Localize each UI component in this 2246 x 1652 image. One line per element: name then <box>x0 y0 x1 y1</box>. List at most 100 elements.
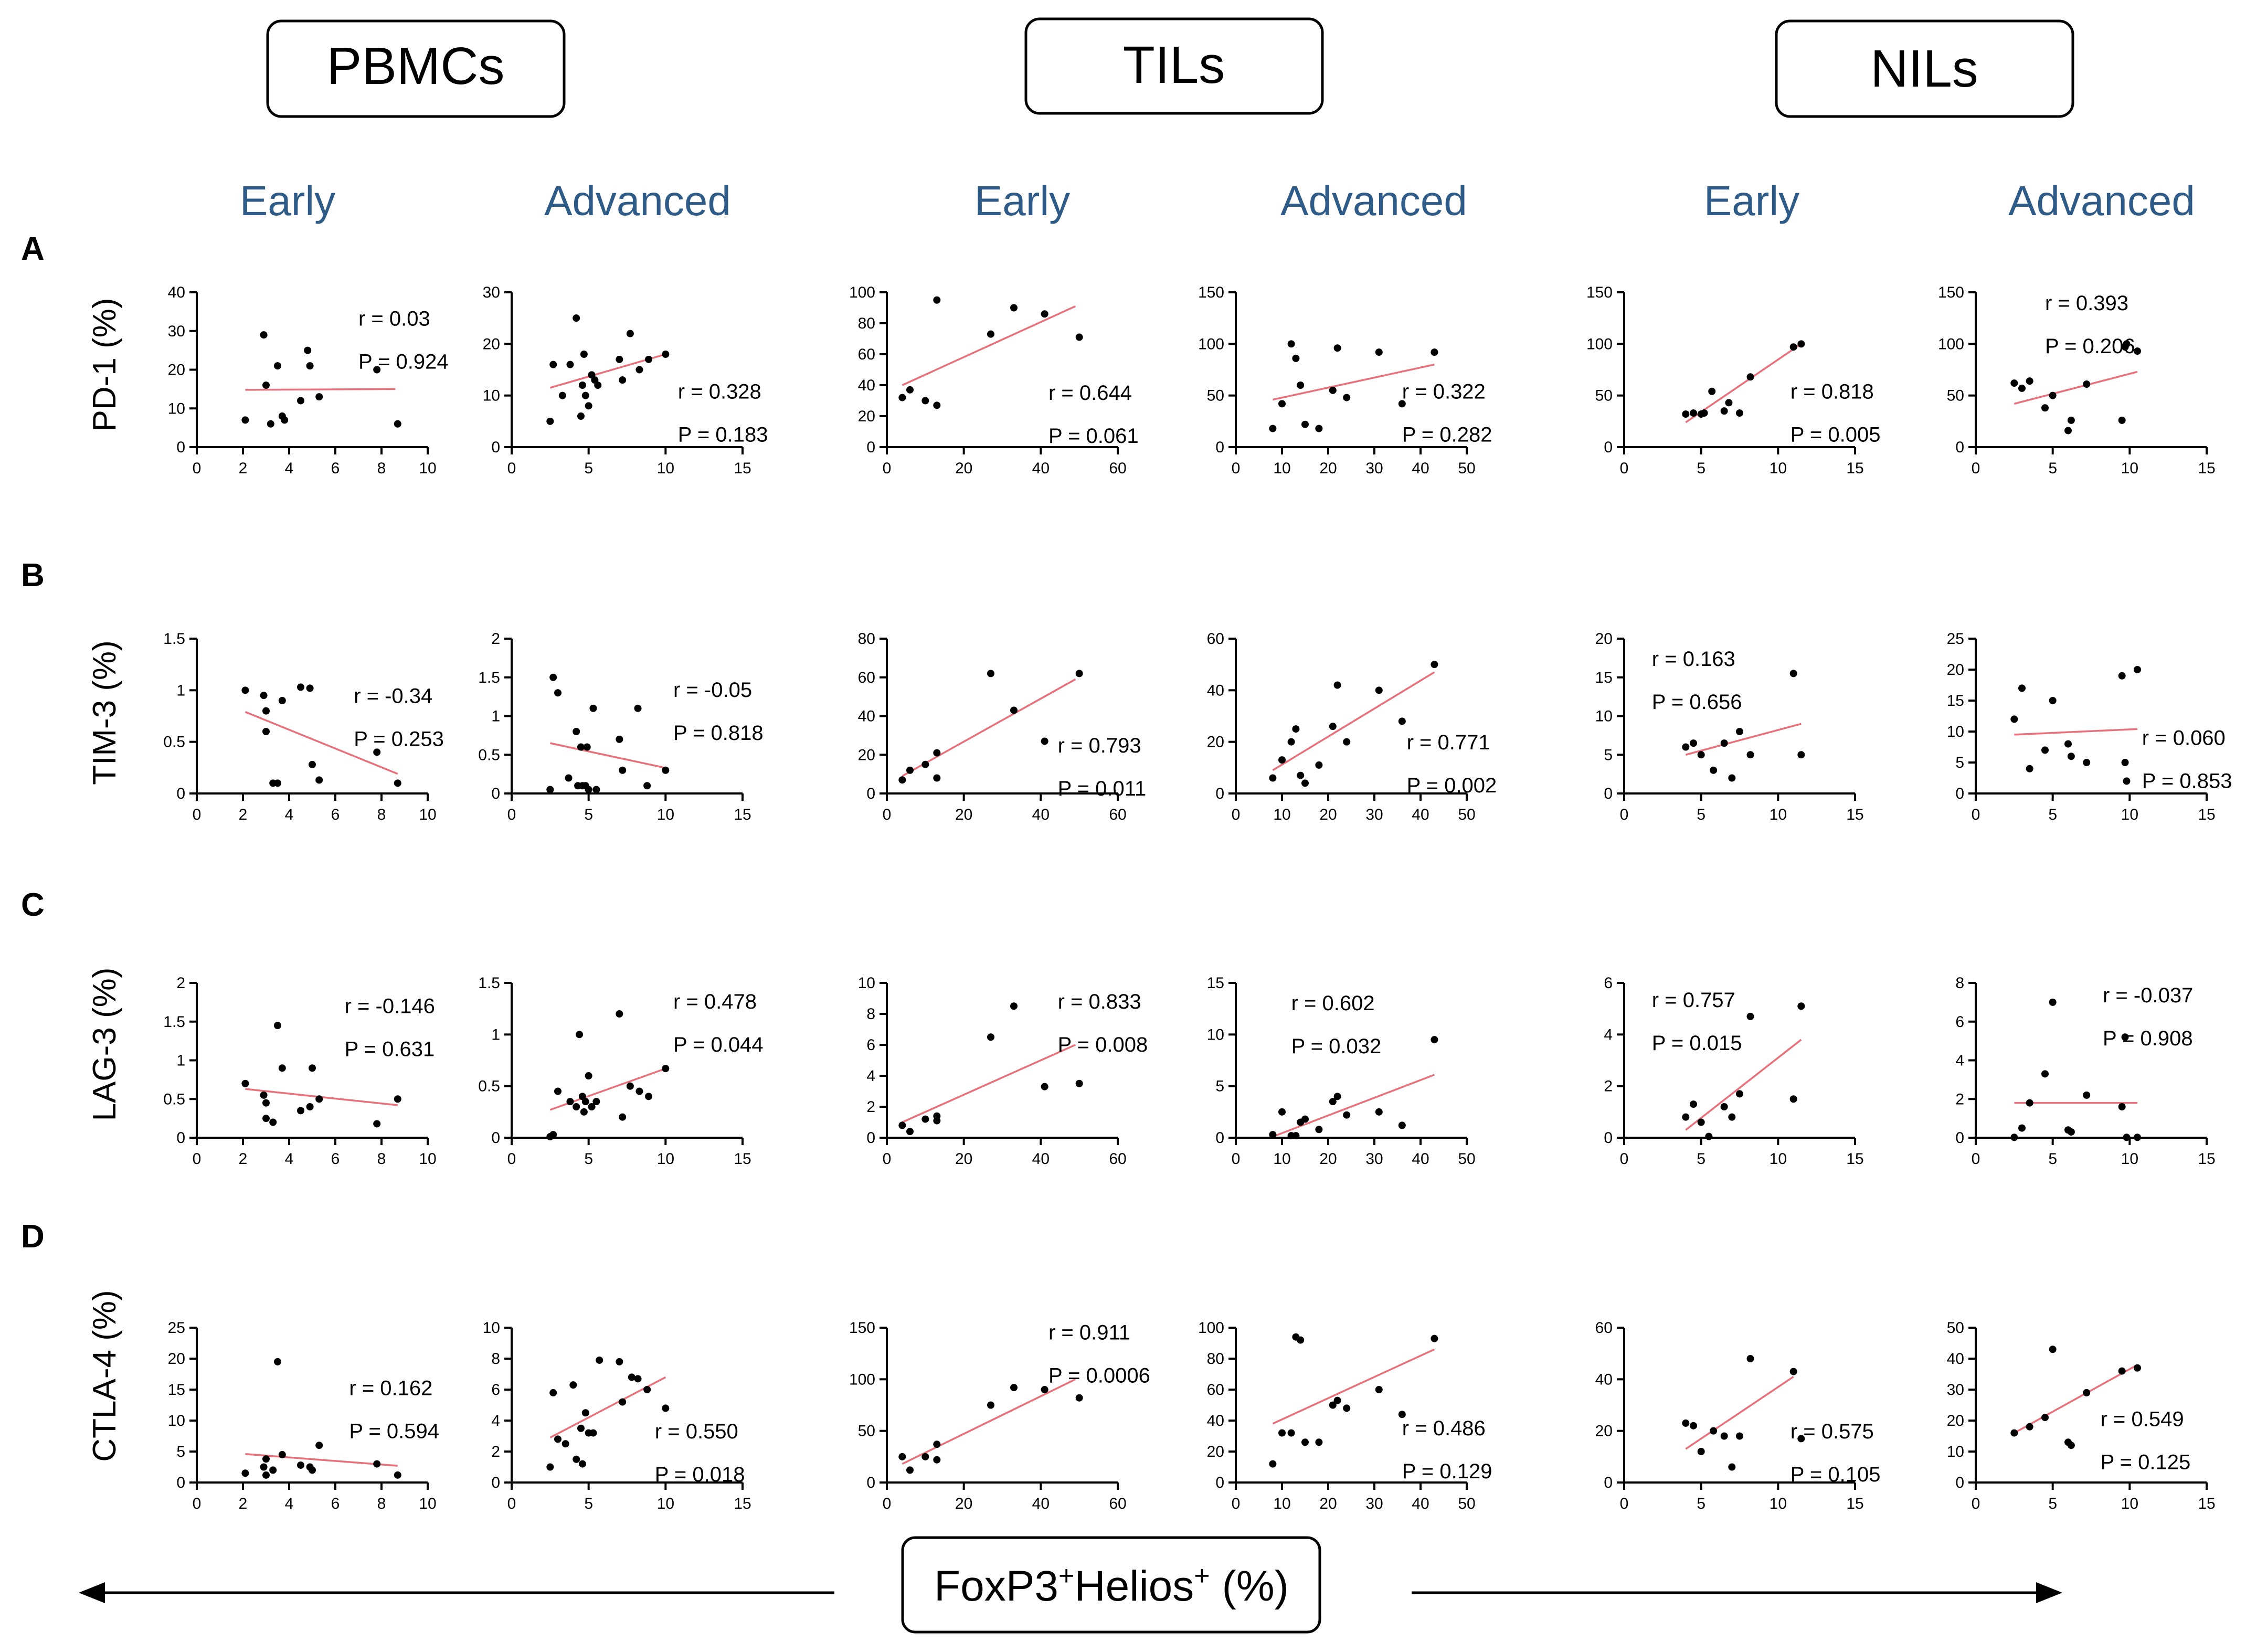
data-point <box>2041 1070 2049 1078</box>
y-tick-label: 2 <box>866 1098 875 1116</box>
x-tick-label: 8 <box>377 1150 386 1168</box>
data-point <box>626 330 634 337</box>
regression-line <box>902 678 1076 777</box>
data-point <box>906 1466 914 1474</box>
data-point <box>274 362 281 370</box>
data-point <box>1278 1108 1286 1116</box>
data-point <box>933 296 941 304</box>
y-tick-label: 2 <box>491 1443 500 1460</box>
x-tick-label: 2 <box>239 460 248 477</box>
y-tick-label: 0 <box>176 1129 185 1147</box>
data-point <box>2083 1091 2091 1099</box>
y-tick-label: 60 <box>1595 1319 1613 1337</box>
data-point <box>1301 1438 1309 1446</box>
x-tick-label: 0 <box>1232 460 1241 477</box>
y-tick-label: 0 <box>1215 439 1224 456</box>
data-point <box>315 393 323 401</box>
row-ylabel-ctla4: CTLA-4 (%) <box>87 1290 123 1462</box>
x-tick-label: 10 <box>1770 1495 1787 1512</box>
row-letter-d: D <box>21 1219 45 1255</box>
correlation-r-label: r = 0.757 <box>1652 989 1735 1012</box>
data-point <box>1682 1419 1690 1427</box>
y-tick-label: 1 <box>176 1052 185 1069</box>
scatter-panel-r4-c1: 0 5 10 15 20 25 0 2 4 6 8 10 r = 0.162 P = 0.594 <box>168 1319 439 1512</box>
data-point <box>1315 1438 1323 1446</box>
data-point <box>2049 1346 2057 1353</box>
y-tick-label: 15 <box>1595 669 1613 686</box>
x-tick-label: 0 <box>1620 460 1629 477</box>
data-point <box>260 331 268 339</box>
data-point <box>1746 1355 1754 1362</box>
data-point <box>921 760 929 768</box>
data-point <box>2123 1134 2131 1141</box>
regression-line <box>1685 343 1802 423</box>
data-point <box>565 774 573 782</box>
data-point <box>1287 340 1295 348</box>
data-point <box>2049 697 2057 704</box>
x-tick-label: 6 <box>331 1150 340 1168</box>
correlation-r-label: r = 0.771 <box>1407 731 1490 754</box>
data-point <box>1297 771 1305 779</box>
y-tick-label: 25 <box>1947 630 1964 648</box>
data-point <box>306 362 314 370</box>
data-point <box>1431 348 1438 356</box>
data-point <box>269 1118 277 1126</box>
y-tick-label: 0 <box>866 1474 875 1491</box>
data-point <box>619 1398 627 1406</box>
data-point <box>616 1010 623 1018</box>
data-point <box>1746 751 1754 759</box>
y-tick-label: 10 <box>168 1412 185 1429</box>
data-point <box>1010 304 1018 312</box>
data-point <box>933 1456 941 1464</box>
x-tick-label: 6 <box>331 460 340 477</box>
y-tick-label: 0 <box>491 785 500 802</box>
data-point <box>592 1098 600 1106</box>
x-tick-label: 20 <box>1319 806 1337 823</box>
data-point <box>309 760 316 768</box>
x-tick-label: 40 <box>1412 1495 1429 1512</box>
y-tick-label: 0 <box>1955 1129 1964 1147</box>
left-arrowhead <box>79 1582 105 1603</box>
data-point <box>1725 399 1733 407</box>
data-point <box>628 1373 635 1381</box>
data-point <box>619 1113 627 1121</box>
x-tick-label: 10 <box>1273 806 1290 823</box>
data-point <box>921 397 929 405</box>
y-tick-label: 10 <box>1207 1026 1224 1043</box>
data-point <box>576 1031 584 1039</box>
data-point <box>573 1103 580 1110</box>
data-point <box>2041 1414 2049 1422</box>
x-tick-label: 20 <box>1319 1150 1337 1168</box>
data-point <box>262 1099 270 1107</box>
group-label-pbmcs: PBMCs <box>327 37 505 96</box>
x-tick-label: 5 <box>1697 1150 1705 1168</box>
correlation-p-label: P = 0.594 <box>349 1420 439 1443</box>
y-tick-label: 50 <box>1595 387 1613 405</box>
xaxis-label-box <box>901 1536 1321 1634</box>
y-tick-label: 0 <box>1955 439 1964 456</box>
y-tick-label: 40 <box>1595 1371 1613 1388</box>
x-tick-label: 0 <box>1972 1150 1980 1168</box>
y-tick-label: 150 <box>1586 284 1613 301</box>
correlation-r-label: r = 0.911 <box>1048 1321 1130 1344</box>
data-point <box>619 376 627 384</box>
x-tick-label: 30 <box>1365 1495 1383 1512</box>
y-tick-label: 20 <box>858 408 875 425</box>
data-point <box>1720 1103 1728 1110</box>
data-point <box>581 1098 589 1106</box>
correlation-r-label: r = 0.793 <box>1058 734 1141 757</box>
y-tick-label: 0 <box>1955 785 1964 802</box>
x-tick-label: 10 <box>657 806 674 823</box>
data-point <box>373 1120 381 1128</box>
x-tick-label: 60 <box>1109 460 1126 477</box>
x-tick-label: 20 <box>1319 460 1337 477</box>
data-point <box>1431 661 1438 669</box>
data-point <box>1720 739 1728 747</box>
data-point <box>2018 1124 2026 1132</box>
data-point <box>921 1115 929 1123</box>
y-tick-label: 1.5 <box>163 630 185 648</box>
correlation-p-label: P = 0.008 <box>1058 1033 1148 1056</box>
x-tick-label: 5 <box>584 806 593 823</box>
scatter-panel-r3-c4: 0 5 10 15 0 10 20 30 40 50 r = 0.602 P = 0.032 <box>1207 975 1476 1168</box>
data-point <box>1269 1131 1277 1139</box>
